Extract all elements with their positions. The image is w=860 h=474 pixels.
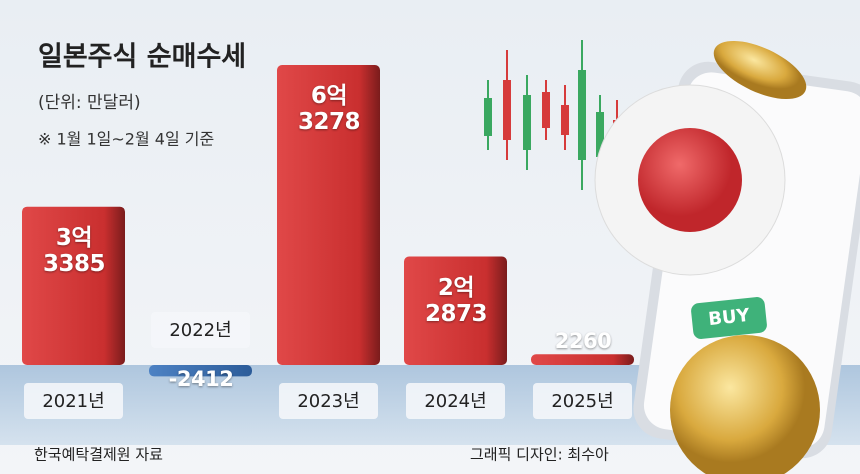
x-tick-label: 2021년 [42, 391, 104, 412]
bar [149, 365, 252, 377]
value-label: -2412 [168, 367, 234, 391]
value-label: 2억 2873 [424, 274, 488, 327]
x-tick-label: 2023년 [297, 391, 359, 412]
category-box [24, 383, 123, 419]
credit: 그래픽 디자인: 최수아 [470, 446, 609, 464]
x-tick-label: 2024년 [424, 391, 486, 412]
category-box [279, 383, 378, 419]
bar [277, 65, 380, 365]
bar [404, 256, 507, 365]
x-tick-label: 2025년 [551, 391, 613, 412]
source: 한국예탁결제원 자료 [34, 446, 163, 464]
chart-title: 일본주식 순매수세 [38, 42, 246, 73]
category-box [406, 383, 505, 419]
category-box [151, 312, 250, 348]
x-tick-label: 2022년 [169, 320, 231, 341]
category-box [533, 383, 632, 419]
value-label: 6억 3278 [297, 83, 361, 135]
phone [594, 40, 860, 474]
note: ※ 1월 1일~2월 4일 기준 [38, 130, 214, 149]
bar [22, 206, 125, 365]
bar [531, 354, 634, 365]
value-label: 3억 3385 [42, 224, 106, 277]
buy-label: BUY [707, 305, 751, 330]
value-label: 2260 [554, 329, 612, 354]
subtitle: (단위: 만달러) [38, 93, 141, 113]
